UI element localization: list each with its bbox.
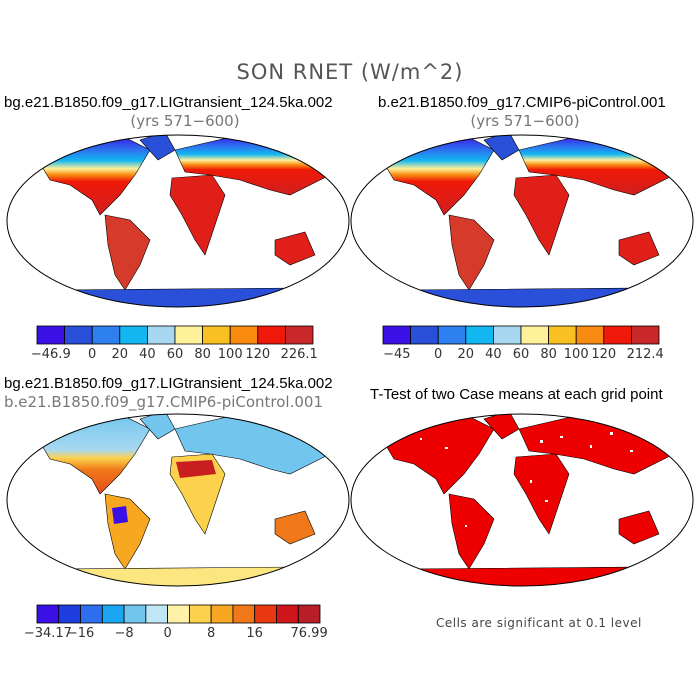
panel2-case-label: b.e21.B1850.f09_g17.CMIP6-piControl.001 [378,94,666,111]
colorbar-swatch [80,604,103,624]
colorbar-tick-label: 120 [245,347,271,362]
colorbar-swatch [437,325,467,345]
colorbar-swatch [36,604,60,624]
colorbar-swatch [630,325,660,345]
colorbar-swatch [147,325,176,345]
colorbar-tick-label: 80 [194,347,211,362]
colorbar-swatch [123,604,147,624]
colorbar-tick-label: 20 [457,347,475,362]
colorbar-swatch [58,604,81,624]
colorbar-panel3 [36,604,321,624]
colorbar-swatch [36,325,66,345]
colorbar-tick-label: −8 [114,626,134,641]
colorbar-tick-label: 120 [591,347,617,362]
colorbar-tick-label: 40 [485,347,502,362]
colorbar-swatch [465,325,494,345]
colorbar-swatch [119,325,148,345]
colorbar-swatch [229,325,259,345]
colorbar-panel2 [382,325,660,345]
colorbar-swatch [167,604,190,624]
colorbar-tick-label: 60 [166,347,184,362]
colorbar-tick-label: 100 [217,347,243,362]
colorbar-tick-label: 76.99 [290,626,328,641]
colorbar-tick-label: 60 [512,347,530,362]
colorbar-swatch [548,325,577,345]
colorbar-swatch [254,604,277,624]
panel1-years-label: (yrs 571−600) [130,112,240,130]
panel3-minus-case-label: b.e21.B1850.f09_g17.CMIP6-piControl.001 [4,393,323,411]
colorbar-swatch [232,604,256,624]
colorbar-swatch [382,325,412,345]
colorbar-swatch [410,325,439,345]
colorbar-swatch [297,604,321,624]
colorbar-tick-label: 16 [246,626,263,641]
colorbar-panel1 [36,325,314,345]
panel4-ttest-title: T-Test of two Case means at each grid po… [370,386,663,403]
colorbar-swatch [493,325,522,345]
colorbar-tick-label: 0 [163,626,172,641]
colorbar-tick-label: 100 [563,347,589,362]
colorbar-swatch [257,325,286,345]
colorbar-tick-label: 0 [88,347,97,362]
colorbar-swatch [188,604,212,624]
colorbar-swatch [575,325,605,345]
colorbar-tick-label: 20 [111,347,129,362]
colorbar-swatch [202,325,231,345]
colorbar-swatch [276,604,299,624]
colorbar-swatch [174,325,204,345]
significance-note: Cells are significant at 0.1 level [436,616,642,630]
colorbar-tick-label: −45 [383,347,411,362]
colorbar-swatch [101,604,125,624]
colorbar-tick-label: 212.4 [626,347,664,362]
colorbar-tick-label: 40 [139,347,156,362]
colorbar-tick-label: 80 [540,347,557,362]
colorbar-swatch [91,325,121,345]
colorbar-swatch [520,325,550,345]
colorbar-swatch [210,604,234,624]
colorbar-swatch [603,325,632,345]
colorbar-swatch [64,325,93,345]
panel3-case-label: bg.e21.B1850.f09_g17.LIGtransient_124.5k… [4,375,333,392]
colorbar-tick-label: −34.17 [23,626,72,641]
colorbar-swatch [145,604,169,624]
panel4-significance [381,414,675,586]
figure-title: SON RNET (W/m^2) [236,60,464,84]
colorbar-tick-label: −16 [66,626,95,641]
colorbar-tick-label: 8 [207,626,216,641]
colorbar-tick-label: 226.1 [280,347,318,362]
panel2-years-label: (yrs 571−600) [470,112,580,130]
colorbar-tick-label: 0 [434,347,443,362]
colorbar-tick-label: −46.9 [30,347,71,362]
colorbar-swatch [284,325,314,345]
panel1-case-label: bg.e21.B1850.f09_g17.LIGtransient_124.5k… [4,94,333,111]
